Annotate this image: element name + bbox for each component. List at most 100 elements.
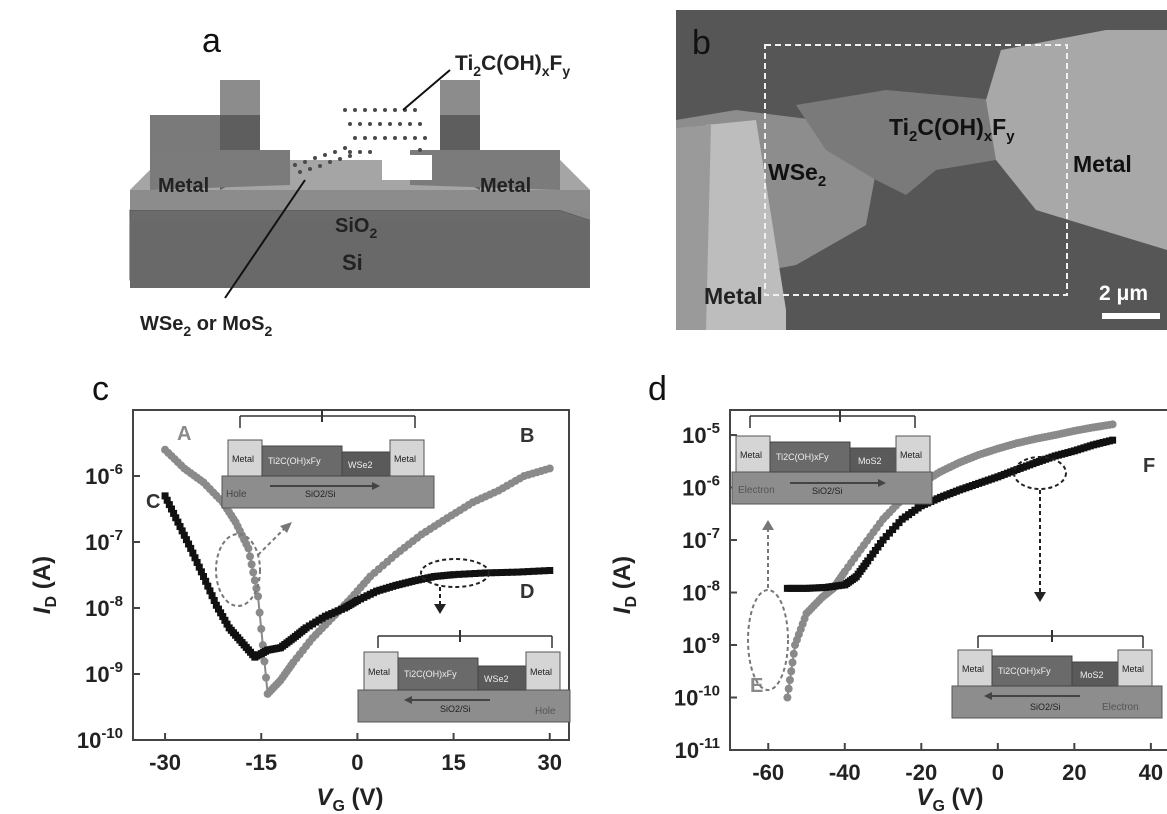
data-point-black (204, 582, 212, 590)
data-point-black (219, 613, 227, 621)
data-point-gray (254, 592, 263, 601)
data-point-black (482, 569, 490, 577)
panel-d-letter: d (648, 370, 667, 408)
y-tick-label: 10-6 (682, 473, 720, 501)
x-tick-label: 15 (441, 750, 465, 775)
data-point-gray (789, 649, 798, 658)
y-tick-label: 10-10 (77, 725, 123, 753)
data-point-black (450, 571, 458, 579)
data-point-black (492, 569, 500, 577)
svg-text:Ti2C(OH)xFy: Ti2C(OH)xFy (998, 666, 1051, 676)
svg-text:Ti2C(OH)xFy: Ti2C(OH)xFy (268, 456, 321, 466)
svg-text:SiO2/Si: SiO2/Si (305, 489, 336, 499)
svg-text:SiO2/Si: SiO2/Si (1030, 702, 1061, 712)
x-tick-label: -40 (829, 760, 861, 785)
data-point-gray (246, 552, 255, 561)
data-point-black (161, 492, 169, 500)
data-point-black (180, 531, 188, 539)
data-point-black (163, 496, 171, 504)
inset-bottom-d: Metal Ti2C(OH)xFy MoS2 Metal Electron Si… (951, 630, 1163, 719)
svg-text:Metal: Metal (900, 450, 922, 460)
data-point-black (455, 570, 463, 578)
svg-text:Metal: Metal (1122, 664, 1144, 674)
data-point-black (189, 549, 197, 557)
sem-label-wse2: WSe2 (768, 159, 826, 190)
data-point-gray (785, 676, 794, 685)
x-tick-label: -30 (149, 750, 181, 775)
data-point-black (208, 592, 216, 600)
svg-text:Ti2C(OH)xFy: Ti2C(OH)xFy (776, 452, 829, 462)
data-point-black (221, 616, 229, 624)
svg-text:Metal: Metal (740, 450, 762, 460)
data-point-gray (250, 576, 259, 585)
data-point-black (223, 620, 231, 628)
y-tick-label: 10-9 (85, 659, 123, 687)
svg-text:SiO2/Si: SiO2/Si (812, 486, 843, 496)
data-point-gray (788, 658, 797, 667)
data-point-black (202, 577, 210, 585)
data-point-black (195, 563, 203, 571)
data-point-black (540, 567, 548, 575)
data-point-gray (244, 544, 253, 553)
panel-c-letter: c (92, 370, 109, 408)
x-axis-label: VG (V) (316, 784, 383, 814)
x-tick-label: -60 (752, 760, 784, 785)
data-point-black (176, 523, 184, 531)
data-point-black (170, 509, 178, 517)
svg-text:Metal: Metal (962, 664, 984, 674)
y-axis-label: ID (A) (609, 556, 640, 614)
svg-text:Electron: Electron (1102, 702, 1139, 713)
y-tick-label: 10-7 (682, 525, 720, 553)
data-point-black (503, 568, 511, 576)
data-point-black (535, 567, 543, 575)
data-point-black (476, 569, 484, 577)
y-tick-label: 10-9 (682, 630, 720, 658)
curve-label-d: D (520, 581, 534, 603)
data-point-black (185, 540, 193, 548)
data-point-black (508, 568, 516, 576)
label-metal-left: Metal (158, 175, 209, 197)
sem-label-metal-right: Metal (1073, 151, 1132, 177)
x-tick-label: 0 (351, 750, 363, 775)
svg-text:Ti2C(OH)xFy: Ti2C(OH)xFy (404, 669, 457, 679)
data-point-black (167, 505, 175, 513)
data-point-black (200, 573, 208, 581)
svg-text:WSe2: WSe2 (484, 674, 509, 684)
data-point-gray (1108, 420, 1117, 429)
x-tick-label: 0 (992, 760, 1004, 785)
data-point-gray (262, 673, 271, 682)
data-point-gray (255, 608, 264, 617)
x-tick-label: 30 (538, 750, 562, 775)
svg-text:Metal: Metal (530, 667, 552, 677)
data-point-black (498, 569, 506, 577)
svg-text:Metal: Metal (368, 667, 390, 677)
device-schematic: Metal Metal SiO2 Si Ti2C(OH)xFy WSe2 or … (129, 52, 590, 339)
x-tick-label: 40 (1139, 760, 1163, 785)
label-si: Si (342, 250, 363, 275)
data-point-black (178, 527, 186, 535)
data-point-black (187, 544, 195, 552)
y-tick-label: 10-5 (682, 420, 720, 448)
svg-text:Metal: Metal (232, 454, 254, 464)
y-tick-label: 10-8 (85, 593, 123, 621)
data-point-gray (247, 560, 256, 569)
data-point-black (471, 570, 479, 578)
svg-text:MoS2: MoS2 (1080, 670, 1104, 680)
data-point-black (212, 601, 220, 609)
svg-text:MoS2: MoS2 (858, 456, 882, 466)
label-metal-right: Metal (480, 175, 531, 197)
x-tick-label: 20 (1062, 760, 1086, 785)
data-point-black (191, 554, 199, 562)
data-point-black (546, 566, 554, 574)
svg-text:Hole: Hole (226, 489, 247, 500)
data-point-black (193, 558, 201, 566)
svg-text:Electron: Electron (738, 485, 775, 496)
y-tick-label: 10-6 (85, 461, 123, 489)
y-tick-label: 10-8 (682, 578, 720, 606)
svg-text:SiO2/Si: SiO2/Si (440, 704, 471, 714)
svg-text:WSe2: WSe2 (348, 460, 373, 470)
label-wse2-mos2: WSe2 or MoS2 (140, 313, 272, 339)
panel-b-letter: b (692, 24, 711, 62)
curve-label-b: B (520, 425, 534, 447)
inset-bottom-c: Metal Ti2C(OH)xFy WSe2 Metal Hole SiO2/S… (357, 630, 571, 723)
